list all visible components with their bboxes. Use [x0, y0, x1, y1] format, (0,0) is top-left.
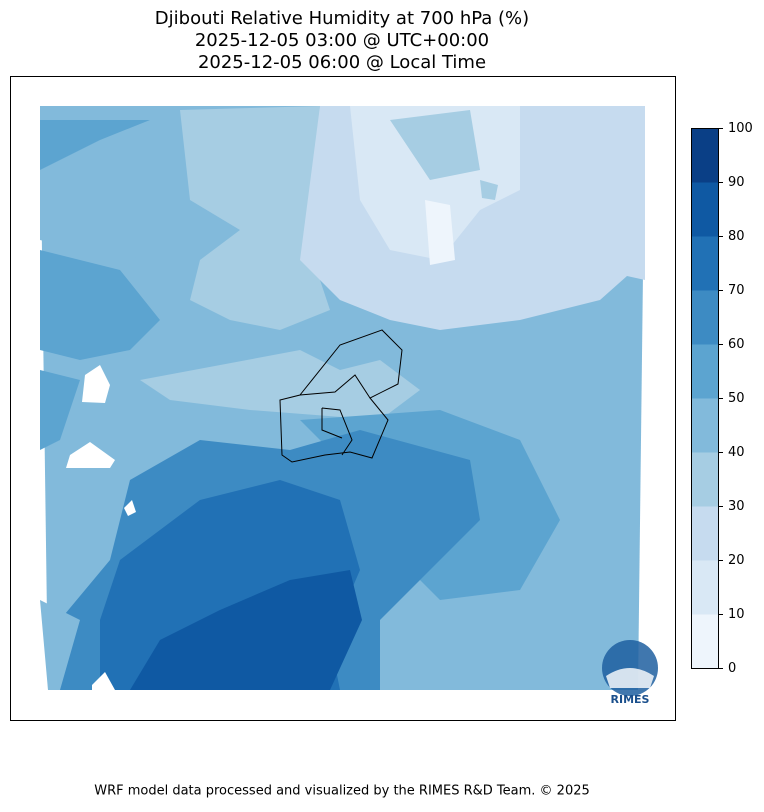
logo: RIMES: [602, 640, 658, 706]
title-line: Djibouti Relative Humidity at 700 hPa (%…: [155, 8, 529, 29]
title-line: 2025-12-05 06:00 @ Local Time: [198, 52, 486, 73]
title: Djibouti Relative Humidity at 700 hPa (%…: [155, 8, 529, 73]
colorbar-frame: [691, 128, 719, 669]
colorbar-tick-label: 100: [728, 121, 753, 136]
colorbar-tick-label: 50: [728, 391, 745, 406]
colorbar: 0 10 20 30 40 50 60 70 80 90 100: [691, 121, 753, 676]
colorbar-tick-label: 70: [728, 283, 745, 298]
colorbar-tick-label: 30: [728, 499, 745, 514]
colorbar-segment: [691, 506, 719, 561]
colorbar-segment: [691, 344, 719, 399]
colorbar-tick-label: 10: [728, 607, 745, 622]
colorbar-tick-label: 80: [728, 229, 745, 244]
logo-text: RIMES: [611, 693, 650, 706]
colorbar-segment: [691, 614, 719, 669]
colorbar-segment: [691, 182, 719, 237]
colorbar-segment: [691, 236, 719, 291]
footer: WRF model data processed and visualized …: [94, 784, 590, 799]
map-frame: [10, 76, 676, 721]
title-line: 2025-12-05 03:00 @ UTC+00:00: [195, 30, 489, 51]
colorbar-segment: [691, 452, 719, 507]
map: [40, 106, 645, 690]
colorbar-segment: [691, 290, 719, 345]
colorbar-tick-label: 40: [728, 445, 745, 460]
colorbar-tick-label: 60: [728, 337, 745, 352]
colorbar-segment: [691, 128, 719, 183]
colorbar-segment: [691, 398, 719, 453]
colorbar-tick-label: 20: [728, 553, 745, 568]
colorbar-segment: [691, 560, 719, 615]
colorbar-tick-label: 90: [728, 175, 745, 190]
colorbar-tick-label: 0: [728, 661, 736, 676]
